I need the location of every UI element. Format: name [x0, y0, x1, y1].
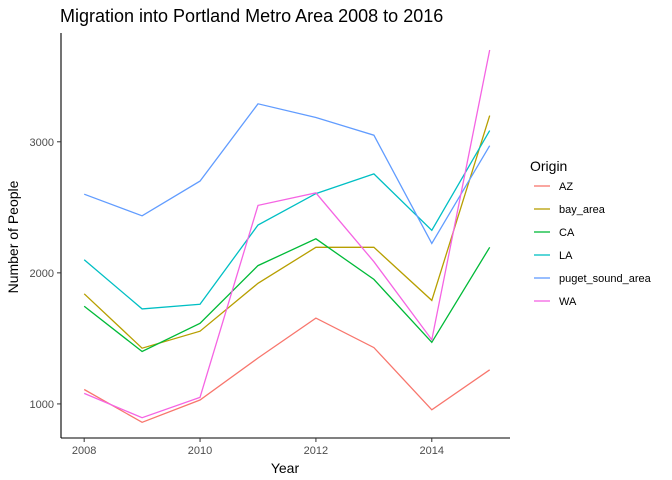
- legend-title: Origin: [530, 158, 567, 174]
- legend: AZ bay_area CA LA puget_sound_area WA: [534, 181, 652, 308]
- x-tick-label: 2008: [72, 445, 96, 457]
- chart-title: Migration into Portland Metro Area 2008 …: [60, 6, 443, 26]
- plot-area: 2008 2010 2012 2014 1000 2000 3000: [30, 33, 510, 457]
- series-line-ca: [83, 238, 491, 353]
- y-tick-label: 3000: [30, 137, 54, 149]
- legend-label-puget-sound-area: puget_sound_area: [559, 273, 652, 285]
- legend-label-az: AZ: [559, 181, 573, 193]
- y-tick-label: 2000: [30, 268, 54, 280]
- x-tick-label: 2012: [304, 445, 328, 457]
- legend-label-ca: CA: [559, 227, 575, 239]
- x-tick-label: 2014: [420, 445, 444, 457]
- series-line-wa: [83, 49, 491, 419]
- series-line-la: [83, 130, 491, 310]
- x-axis-title: Year: [271, 460, 300, 476]
- x-tick-label: 2010: [188, 445, 212, 457]
- legend-label-bay-area: bay_area: [559, 204, 606, 216]
- legend-label-la: LA: [559, 250, 573, 262]
- y-axis-title: Number of People: [5, 180, 21, 293]
- series-line-puget-sound-area: [83, 103, 491, 245]
- y-tick-label: 1000: [30, 399, 54, 411]
- series-line-bay-area: [83, 115, 491, 349]
- series-line-az: [83, 317, 491, 424]
- legend-label-wa: WA: [559, 296, 577, 308]
